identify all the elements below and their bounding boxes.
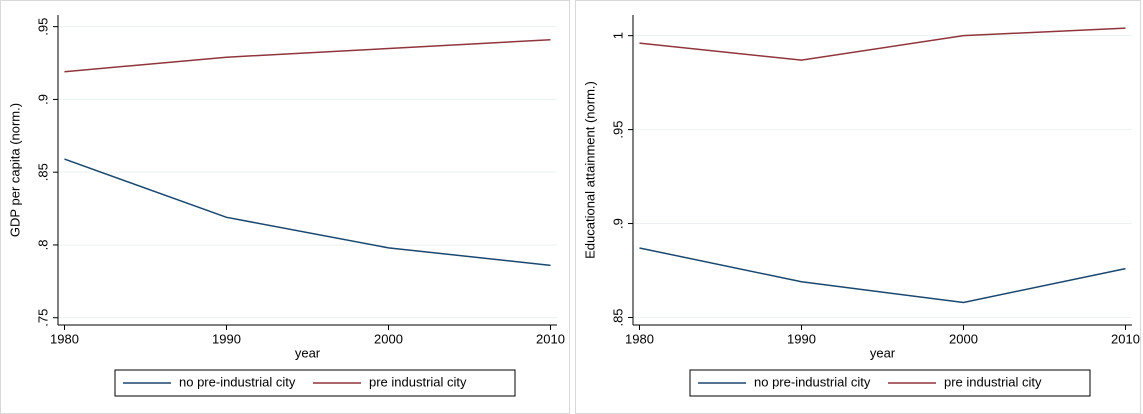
panel-border <box>575 0 1141 414</box>
y-tick-label: .8 <box>35 240 50 251</box>
x-tick-label: 2010 <box>536 331 565 346</box>
x-axis-label: year <box>870 345 896 360</box>
x-tick-label: 1980 <box>50 331 79 346</box>
y-axis-label: GDP per capita (norm.) <box>7 103 22 237</box>
x-tick-label: 1990 <box>787 331 816 346</box>
chart-panel: .85 .9 .95 1 1980 1990 2000 2010 year Educational… <box>575 0 1141 414</box>
legend-label: no pre-industrial city <box>179 374 296 389</box>
x-tick-label: 1990 <box>212 331 241 346</box>
y-tick-label: .95 <box>610 121 625 139</box>
chart-panel: .75 .8 .85 .9 .95 1980 1990 2000 2010 year GDP per… <box>0 0 570 414</box>
y-tick-label: 1 <box>610 32 625 39</box>
series-line <box>64 38 551 73</box>
legend-label: pre industrial city <box>369 374 467 389</box>
legend-label: pre industrial city <box>944 374 1042 389</box>
y-tick-label: .9 <box>35 94 50 105</box>
x-tick-label: 2010 <box>1111 331 1140 346</box>
x-tick-label: 1980 <box>625 331 654 346</box>
x-axis-label: year <box>295 345 321 360</box>
y-tick-label: .95 <box>35 18 50 36</box>
series-line <box>639 247 1126 304</box>
y-tick-label: .85 <box>610 308 625 326</box>
series-line <box>64 158 551 267</box>
x-tick-label: 2000 <box>949 331 978 346</box>
legend-label: no pre-industrial city <box>754 374 871 389</box>
y-axis-label: Educational attainment (norm.) <box>582 81 597 259</box>
y-tick-label: .85 <box>35 163 50 181</box>
y-tick-label: .75 <box>35 309 50 327</box>
x-tick-label: 2000 <box>374 331 403 346</box>
panel-border <box>0 0 570 414</box>
y-tick-label: .9 <box>610 218 625 229</box>
series-line <box>639 27 1126 61</box>
